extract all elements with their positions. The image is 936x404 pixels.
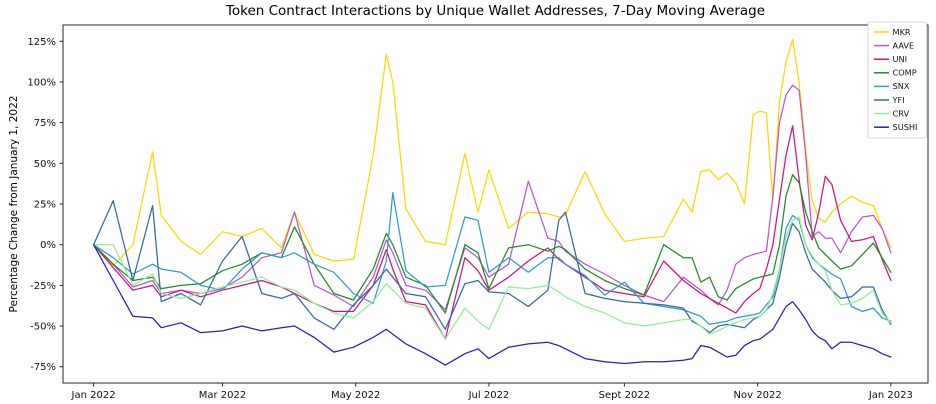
- legend-label-snx: SNX: [893, 81, 910, 91]
- y-tick-label: -75%: [30, 362, 56, 373]
- legend-label-comp: COMP: [893, 68, 917, 78]
- legend-label-mkr: MKR: [893, 27, 911, 37]
- x-tick-label: Jan 2022: [71, 390, 116, 401]
- y-tick-label: -25%: [30, 281, 56, 292]
- y-tick-label: 125%: [27, 37, 56, 48]
- legend-label-crv: CRV: [893, 108, 910, 118]
- x-tick-label: May 2022: [331, 390, 380, 401]
- series-line-sushi: [92, 244, 892, 366]
- legend-label-aave: AAVE: [893, 40, 915, 50]
- y-tick-label: 100%: [27, 77, 56, 88]
- legend-label-uni: UNI: [893, 54, 908, 64]
- x-tick-label: Jul 2022: [468, 390, 510, 401]
- series-line-yfi: [92, 200, 892, 334]
- y-tick-label: 75%: [34, 118, 56, 129]
- series-line-crv: [92, 216, 892, 340]
- legend-label-sushi: SUSHI: [893, 122, 918, 132]
- series-line-uni: [92, 125, 892, 340]
- legend-label-yfi: YFI: [892, 95, 905, 105]
- y-tick-label: 50%: [34, 159, 56, 170]
- x-tick-label: Jan 2023: [868, 390, 913, 401]
- x-tick-label: Mar 2022: [199, 390, 247, 401]
- x-tick-label: Nov 2022: [734, 390, 782, 401]
- y-tick-label: -50%: [30, 322, 56, 333]
- series-line-aave: [92, 84, 892, 311]
- series-line-mkr: [92, 38, 892, 267]
- legend-box: [867, 21, 927, 139]
- x-tick-label: Sept 2022: [599, 390, 650, 401]
- y-tick-label: 0%: [40, 240, 56, 251]
- chart-title: Token Contract Interactions by Unique Wa…: [225, 3, 766, 19]
- y-tick-label: 25%: [34, 200, 56, 211]
